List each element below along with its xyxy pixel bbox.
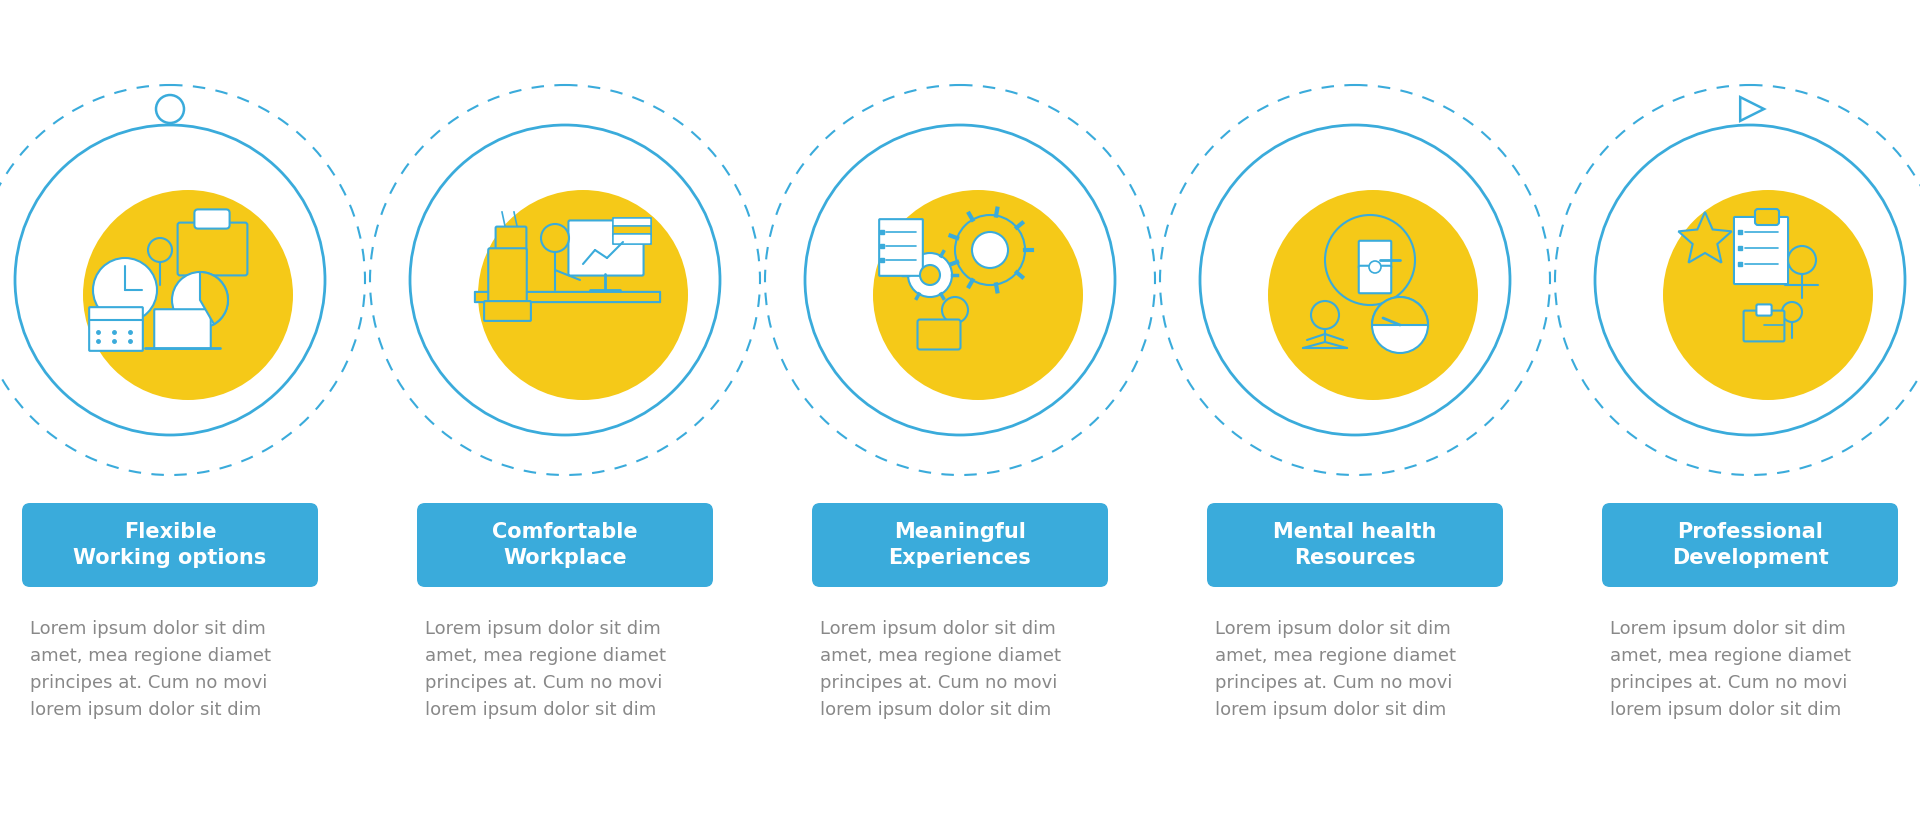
Circle shape (1373, 297, 1428, 353)
Circle shape (1200, 125, 1509, 435)
FancyBboxPatch shape (1208, 503, 1503, 587)
FancyBboxPatch shape (812, 503, 1108, 587)
Polygon shape (1740, 97, 1764, 121)
FancyBboxPatch shape (488, 249, 526, 307)
FancyBboxPatch shape (1601, 503, 1899, 587)
Circle shape (1311, 301, 1338, 329)
Circle shape (908, 253, 952, 297)
Circle shape (1369, 261, 1380, 273)
FancyBboxPatch shape (568, 221, 643, 276)
Circle shape (920, 265, 941, 285)
FancyBboxPatch shape (88, 307, 142, 351)
Text: Mental health
Resources: Mental health Resources (1273, 523, 1436, 568)
Circle shape (15, 125, 324, 435)
Circle shape (1596, 125, 1905, 435)
FancyBboxPatch shape (612, 218, 651, 228)
Circle shape (972, 232, 1008, 268)
FancyBboxPatch shape (194, 209, 230, 229)
FancyBboxPatch shape (1755, 209, 1780, 225)
Circle shape (1788, 246, 1816, 274)
FancyBboxPatch shape (879, 219, 924, 276)
FancyBboxPatch shape (918, 319, 960, 350)
Circle shape (173, 272, 228, 328)
Text: Lorem ipsum dolor sit dim
amet, mea regione diamet
principes at. Cum no movi
lor: Lorem ipsum dolor sit dim amet, mea regi… (820, 620, 1062, 719)
FancyBboxPatch shape (1743, 310, 1784, 342)
FancyBboxPatch shape (612, 226, 651, 236)
Wedge shape (200, 272, 228, 324)
Circle shape (541, 224, 568, 252)
FancyBboxPatch shape (1359, 241, 1392, 268)
Circle shape (478, 190, 687, 400)
FancyBboxPatch shape (154, 309, 211, 349)
Circle shape (874, 190, 1083, 400)
Text: Lorem ipsum dolor sit dim
amet, mea regione diamet
principes at. Cum no movi
lor: Lorem ipsum dolor sit dim amet, mea regi… (1611, 620, 1851, 719)
Circle shape (92, 258, 157, 322)
Text: Lorem ipsum dolor sit dim
amet, mea regione diamet
principes at. Cum no movi
lor: Lorem ipsum dolor sit dim amet, mea regi… (31, 620, 271, 719)
Circle shape (148, 238, 173, 262)
Text: Meaningful
Experiences: Meaningful Experiences (889, 523, 1031, 568)
FancyBboxPatch shape (495, 226, 526, 262)
Circle shape (411, 125, 720, 435)
Circle shape (83, 190, 294, 400)
Circle shape (1663, 190, 1874, 400)
FancyBboxPatch shape (21, 503, 319, 587)
FancyBboxPatch shape (1359, 266, 1392, 293)
Text: Lorem ipsum dolor sit dim
amet, mea regione diamet
principes at. Cum no movi
lor: Lorem ipsum dolor sit dim amet, mea regi… (1215, 620, 1455, 719)
FancyBboxPatch shape (612, 234, 651, 244)
Circle shape (1325, 215, 1415, 305)
Text: Flexible
Working options: Flexible Working options (73, 523, 267, 568)
Text: Lorem ipsum dolor sit dim
amet, mea regione diamet
principes at. Cum no movi
lor: Lorem ipsum dolor sit dim amet, mea regi… (424, 620, 666, 719)
FancyBboxPatch shape (1757, 305, 1772, 315)
Text: Comfortable
Workplace: Comfortable Workplace (492, 523, 637, 568)
Wedge shape (1373, 297, 1428, 325)
Text: Professional
Development: Professional Development (1672, 523, 1828, 568)
FancyBboxPatch shape (484, 301, 532, 321)
Circle shape (954, 215, 1025, 285)
Circle shape (943, 297, 968, 323)
Circle shape (156, 95, 184, 123)
FancyBboxPatch shape (417, 503, 712, 587)
Circle shape (804, 125, 1116, 435)
Polygon shape (1678, 212, 1732, 263)
Circle shape (1267, 190, 1478, 400)
FancyBboxPatch shape (474, 292, 660, 302)
Circle shape (1782, 302, 1803, 322)
FancyBboxPatch shape (1734, 217, 1788, 284)
FancyBboxPatch shape (177, 222, 248, 276)
